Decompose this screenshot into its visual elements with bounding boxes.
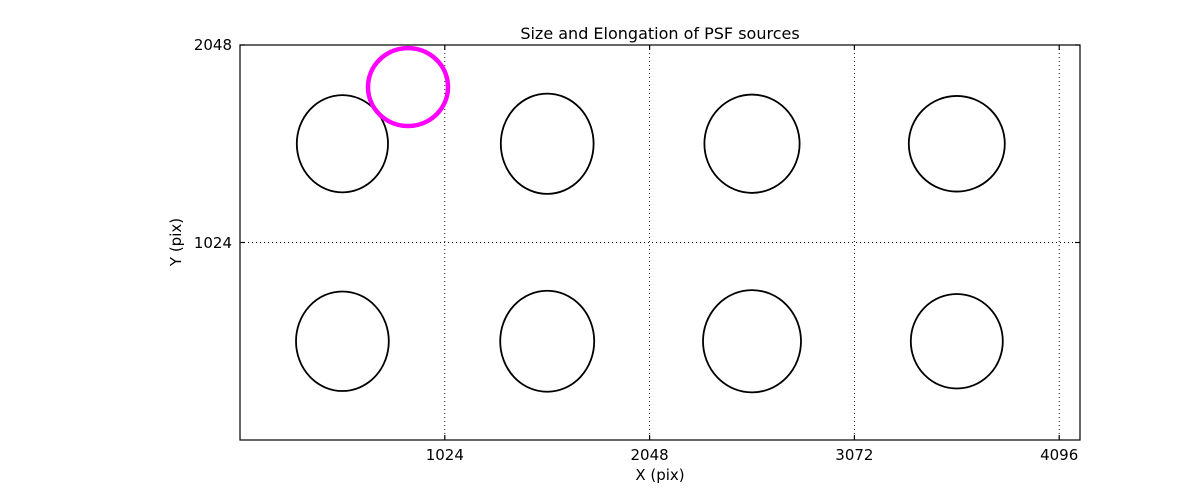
x-tick-label: 3072 [835,446,874,464]
psf-ellipse [703,93,801,194]
x-tick-label: 4096 [1040,446,1079,464]
chart-title: Size and Elongation of PSF sources [520,24,800,43]
x-tick-label: 1024 [425,446,464,464]
psf-ellipse [909,293,1004,390]
psf-ellipse-highlight [365,45,451,129]
psf-ellipse [295,290,390,392]
psf-ellipse [499,289,596,393]
psf-ellipse [499,92,595,195]
x-axis-label: X (pix) [635,466,685,484]
psf-ellipse [907,95,1006,193]
x-tick-label: 2048 [630,446,669,464]
y-tick-label: 2048 [193,36,232,54]
psf-ellipse [295,94,389,194]
psf-ellipse [702,289,802,394]
y-tick-label: 1024 [193,233,232,252]
